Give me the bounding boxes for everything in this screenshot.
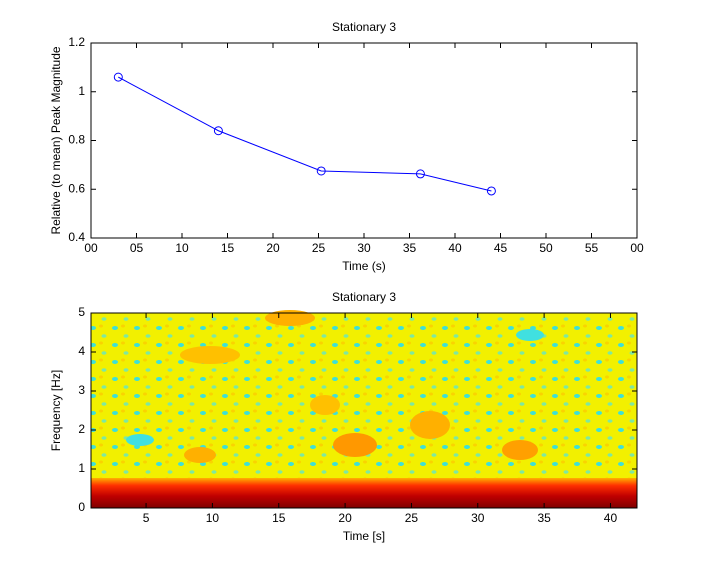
plot-frame (90, 42, 638, 239)
x-tick-label: 5 (143, 511, 150, 525)
y-tick-label: 0.8 (68, 133, 85, 147)
x-tick-label: 35 (537, 511, 551, 525)
x-tick-label: 05 (130, 241, 144, 255)
y-tick-label: 1 (78, 461, 85, 475)
y-axis-label: Frequency [Hz] (49, 370, 63, 451)
y-axis-label: Relative (to mean) Peak Magnitude (49, 46, 63, 234)
plot-frame (90, 312, 638, 509)
x-tick-label: 10 (206, 511, 220, 525)
x-tick-label: 15 (272, 511, 286, 525)
x-tick-label: 00 (84, 241, 98, 255)
x-tick-label: 00 (630, 241, 644, 255)
marker (415, 169, 425, 179)
y-tick-label: 1 (78, 84, 85, 98)
marker (316, 166, 326, 176)
x-tick-label: 25 (312, 241, 326, 255)
x-axis-label: Time (s) (342, 259, 386, 273)
x-tick-label: 45 (494, 241, 508, 255)
y-tick-label: 3 (78, 383, 85, 397)
line (118, 76, 492, 192)
x-tick-label: 10 (175, 241, 189, 255)
x-tick-label: 30 (357, 241, 371, 255)
chart-title: Stationary 3 (332, 290, 396, 304)
spectrogram-image (91, 310, 637, 508)
x-tick-label: 55 (585, 241, 599, 255)
x-tick-label: 40 (604, 511, 618, 525)
x-axis-label: Time [s] (343, 529, 385, 543)
y-tick-label: 2 (78, 422, 85, 436)
x-tick-label: 50 (539, 241, 553, 255)
plot-area (91, 43, 637, 238)
y-tick-label: 1.2 (68, 35, 85, 49)
y-tick-label: 0 (78, 500, 85, 514)
x-tick-label: 20 (338, 511, 352, 525)
x-tick-label: 40 (448, 241, 462, 255)
marker (113, 72, 123, 82)
marker (486, 186, 496, 196)
x-tick-label: 35 (403, 241, 417, 255)
y-tick-label: 4 (78, 344, 85, 358)
x-tick-label: 20 (266, 241, 280, 255)
x-tick-label: 15 (221, 241, 235, 255)
x-tick-label: 25 (405, 511, 419, 525)
marker (213, 126, 223, 136)
y-tick-label: 0.6 (68, 181, 85, 195)
y-tick-label: 0.4 (68, 230, 85, 244)
chart-title: Stationary 3 (332, 20, 396, 34)
y-tick-label: 5 (78, 305, 85, 319)
x-tick-label: 30 (471, 511, 485, 525)
